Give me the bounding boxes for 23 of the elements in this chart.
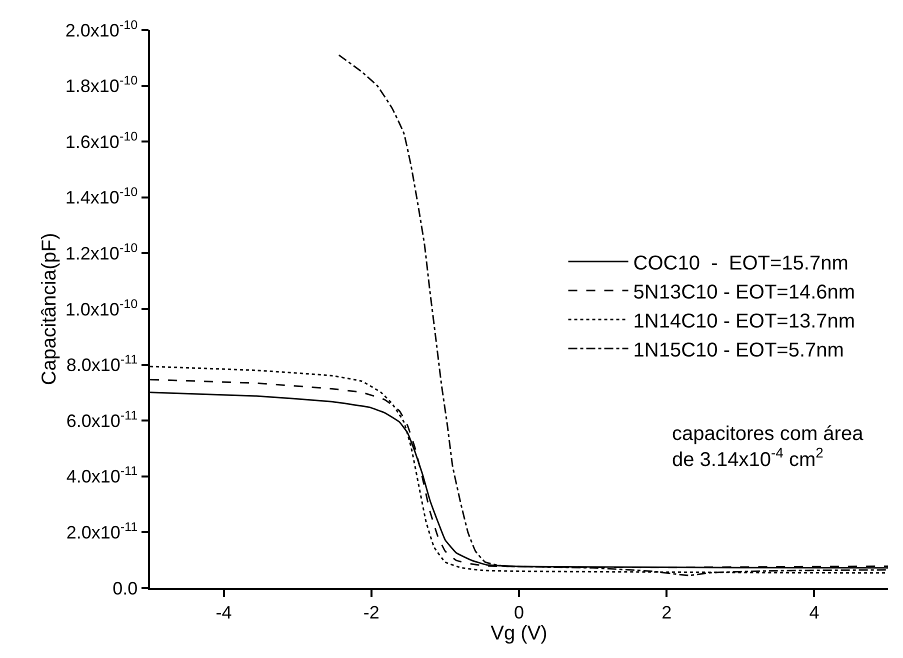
y-tick-label: 1.0x10$^{-10}$	[65, 296, 138, 320]
x-tick-label: 0	[514, 602, 524, 622]
x-tick-label: 4	[809, 602, 820, 622]
legend-label: 1N15C10 - EOT=5.7nm	[633, 339, 844, 362]
y-tick-label: 1.8x10$^{-10}$	[65, 74, 138, 96]
legend-label: 5N13C10 - EOT=14.6nm	[633, 281, 856, 304]
y-tick-label: 8.0x10$^{-11}$	[66, 352, 138, 376]
y-tick-label: 1.2x10$^{-10}$	[65, 240, 138, 264]
x-axis-title: Vg (V)	[490, 622, 548, 644]
y-tick-label: 2.0x10$^{-11}$	[66, 520, 138, 542]
y-tick-label: 1.4x10$^{-10}$	[65, 185, 138, 208]
x-tick-label: -4	[216, 602, 232, 622]
annotation: capacitores com área de 3.14x10$^{-4}$ cm$^{2}$	[672, 423, 864, 471]
x-tick-label: 2	[662, 602, 672, 622]
y-tick-label: 4.0x10$^{-11}$	[66, 464, 138, 487]
y-tick-label: 1.6x10$^{-10}$	[65, 129, 138, 152]
y-tick-label: 2.0x10$^{-10}$	[65, 18, 138, 40]
y-tick-label: 6.0x10$^{-11}$	[66, 408, 138, 431]
x-tick-label: -2	[363, 602, 380, 622]
y-axis-title: Capacitância(pF)	[38, 232, 60, 386]
y-tick-label: 0.0	[112, 578, 138, 598]
legend-label: 1N14C10 - EOT=13.7nm	[633, 310, 856, 332]
legend-label: COC10 - EOT=15.7nm	[633, 252, 848, 274]
